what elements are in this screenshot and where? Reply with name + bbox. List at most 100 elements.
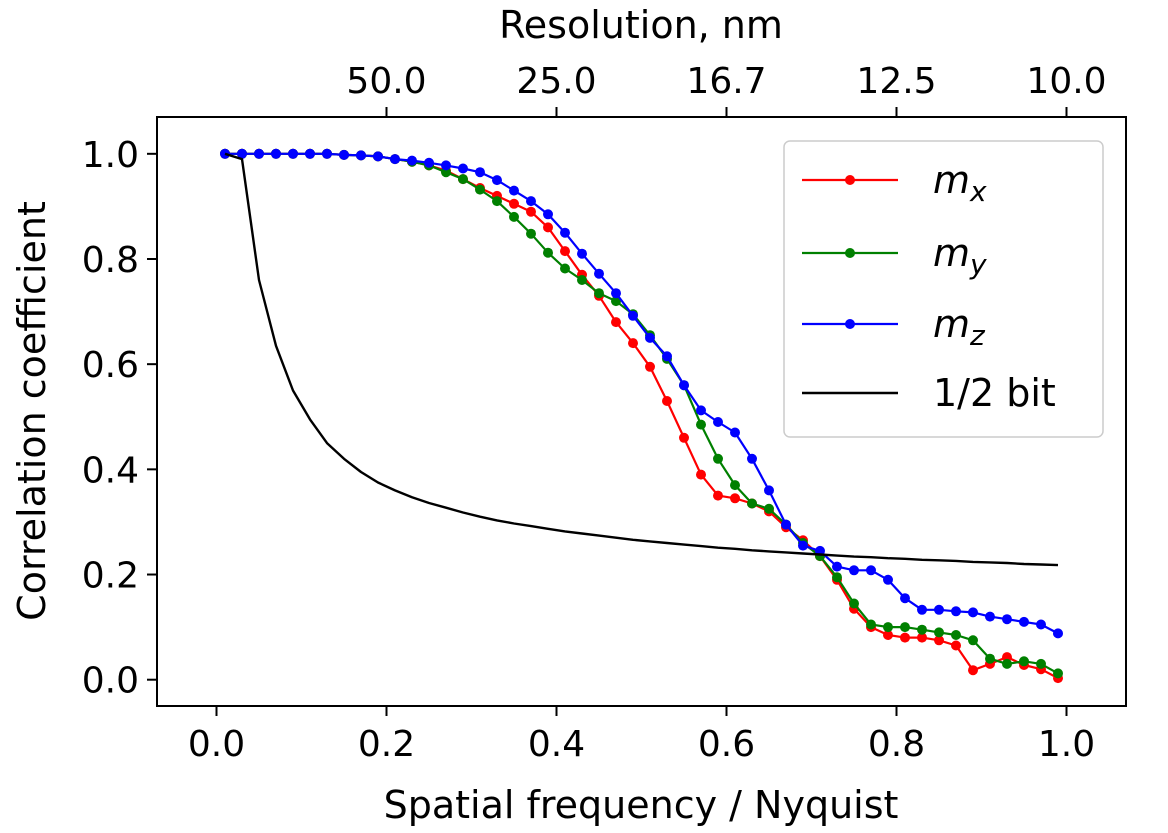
top-tick-label: 25.0 [516,61,596,102]
data-point-mz [543,209,553,220]
data-point-my [577,275,587,285]
y-tick-label: 0.8 [82,240,139,281]
data-point-mz [322,148,332,159]
data-point-mx [645,361,655,372]
data-point-my [866,619,876,630]
y-tick-label: 0.6 [82,345,139,386]
data-point-mz [747,453,757,464]
data-point-mz [458,163,468,174]
data-point-mz [577,248,587,259]
top-axis-title: Resolution, nm [499,3,783,47]
data-point-mz [526,196,536,207]
data-point-mz [679,380,689,391]
data-point-mz [305,148,315,159]
data-point-mz [237,148,247,159]
data-point-mx [951,640,961,651]
data-point-mz [730,427,740,438]
series-line-half-bit [224,152,1059,567]
legend-label-my: my [933,231,987,281]
y-tick-label: 1.0 [82,135,139,176]
data-point-mx [611,317,621,328]
legend-label-subscript: y [969,248,987,281]
data-point-my [747,498,757,509]
data-point-mz [849,565,859,576]
data-point-my [985,653,995,664]
data-point-mx [628,338,638,349]
data-point-mx [662,396,672,406]
x-tick-label: 1.0 [1038,724,1095,765]
data-point-mz [781,519,791,530]
data-point-mz [441,160,451,171]
top-tick-label: 10.0 [1026,61,1106,102]
data-point-mz [560,227,570,238]
data-point-my [543,247,553,258]
legend-marker-mz [845,319,855,329]
data-point-my [764,503,774,514]
data-point-mz [662,351,672,362]
data-point-mz [271,148,281,159]
data-point-my [832,572,842,583]
plot-frame [156,116,1127,707]
top-tick-label: 50.0 [346,61,426,102]
data-point-mz [832,561,842,572]
data-point-mz [594,268,604,279]
legend-label-main: m [933,231,970,275]
data-point-mz [475,167,485,178]
data-point-mz [356,150,366,161]
data-point-mz [764,485,774,496]
legend-label-main: m [933,302,970,346]
data-point-mz [254,148,264,159]
y-tick-label: 0.2 [82,556,139,597]
x-tick-label: 0.4 [528,724,585,765]
legend-box [783,140,1104,438]
data-point-mx [917,632,927,643]
data-point-mz [900,593,910,604]
data-point-mz [492,175,502,186]
tick-layer: 0.0 0.2 0.4 0.6 0.8 1.0 0.0 0.2 0.4 0.6 0.8 1.0 50.0… [82,61,1107,765]
data-point-my [526,228,536,239]
legend-label-main: m [933,158,970,202]
x-tick-label: 0.2 [358,724,415,765]
data-point-mx [968,665,978,676]
data-point-mx [543,222,553,233]
data-point-mz [934,604,944,615]
legend-label-mz: mz [933,302,986,352]
data-point-mx [696,469,706,480]
y-axis-title: Correlation coefficient [10,201,54,621]
y-tick-label: 0.0 [82,661,139,702]
data-point-mz [968,607,978,618]
data-point-mz [713,417,723,427]
data-point-mx [679,432,689,443]
data-point-my [883,622,893,633]
data-point-mz [509,185,519,196]
data-point-mz [985,611,995,622]
y-tick-label: 0.4 [82,450,139,491]
data-point-my [713,453,723,464]
legend-marker-mx [845,175,855,185]
data-point-mx [713,490,723,501]
data-point-mx [730,493,740,504]
data-point-mz [645,332,655,343]
data-point-mx [526,206,536,217]
data-point-my [611,296,621,307]
data-point-mz [339,149,349,160]
data-point-my [849,598,859,609]
data-point-mz [407,155,417,166]
data-point-mx [560,246,570,257]
data-point-mz [390,154,400,165]
data-point-my [934,627,944,638]
data-point-mz [373,151,383,162]
data-point-mz [917,604,927,615]
data-point-mz [611,288,621,299]
legend-label-mx: mx [933,158,987,208]
data-point-my [492,196,502,207]
data-point-mz [951,606,961,617]
data-point-my [458,174,468,185]
data-point-mx [509,198,519,209]
data-point-mz [424,157,434,168]
data-point-my [1053,668,1063,679]
top-tick-label: 12.5 [856,61,936,102]
data-point-mz [798,540,808,551]
